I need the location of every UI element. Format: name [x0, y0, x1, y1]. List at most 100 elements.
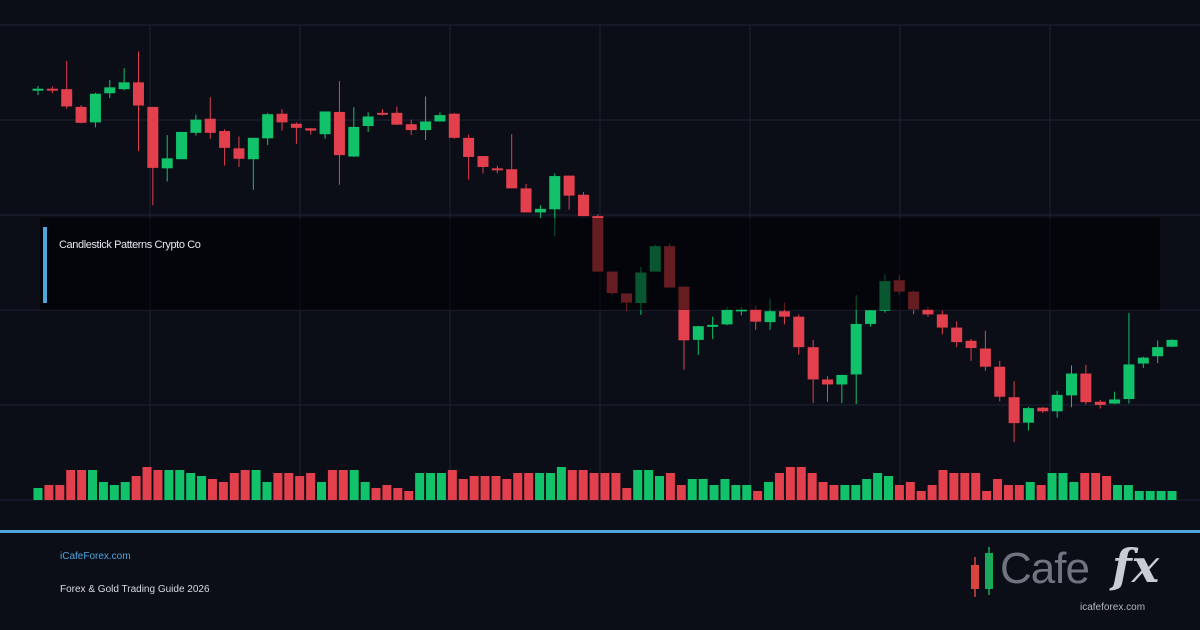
candle-body: [549, 176, 561, 210]
volume-bar: [578, 470, 588, 500]
candle-body: [463, 137, 475, 157]
volume-bar: [197, 476, 207, 500]
volume-bar: [1014, 485, 1024, 500]
candle-body: [563, 175, 575, 196]
volume-bar: [55, 485, 65, 500]
volume-bar: [622, 488, 632, 500]
candle-body: [420, 121, 432, 131]
brand-logo: Cafe fx icafeforex.com: [962, 543, 1172, 613]
volume-bar: [109, 485, 119, 500]
candle-body: [434, 115, 446, 122]
candle-body: [678, 286, 690, 341]
volume-bar: [840, 485, 850, 500]
volume-bar: [589, 473, 599, 500]
volume-bar: [306, 473, 316, 500]
candle-body: [936, 314, 948, 328]
candle-body: [821, 379, 833, 385]
volume-bar: [1069, 482, 1079, 500]
candle-body: [577, 194, 589, 217]
volume-bar: [709, 485, 719, 500]
volume-bar: [742, 485, 752, 500]
candle-body: [491, 168, 503, 171]
candle-body: [764, 311, 776, 323]
volume-bar: [960, 473, 970, 500]
candle-body: [1166, 339, 1178, 347]
candle-body: [219, 131, 231, 148]
site-link[interactable]: iCafeForex.com: [60, 551, 131, 562]
volume-bar: [382, 485, 392, 500]
volume-bar: [1156, 491, 1166, 500]
title-overlay: Candlestick Patterns Crypto Co: [40, 218, 1160, 310]
volume-bar: [458, 479, 468, 500]
volume-bar: [1112, 485, 1122, 500]
candle-body: [362, 116, 374, 127]
volume-bar: [393, 488, 403, 500]
volume-bar: [796, 467, 806, 500]
volume-bars: [33, 467, 1177, 500]
volume-bar: [207, 479, 217, 500]
candle-body: [965, 340, 977, 349]
volume-bar: [873, 473, 883, 500]
volume-bar: [971, 473, 981, 500]
candle-body: [951, 327, 963, 343]
title-accent-bar: [43, 227, 47, 303]
candle-body: [147, 106, 159, 168]
volume-bar: [338, 470, 348, 500]
candle-body: [276, 113, 288, 123]
volume-bar: [774, 473, 784, 500]
volume-bar: [491, 476, 501, 500]
volume-bar: [535, 473, 545, 500]
candle-body: [61, 89, 73, 107]
candle-body: [262, 114, 274, 139]
candle-body: [233, 148, 245, 159]
candle-body: [1022, 408, 1034, 423]
volume-bar: [949, 473, 959, 500]
candle-body: [1123, 364, 1135, 400]
volume-bar: [720, 479, 730, 500]
volume-bar: [295, 476, 305, 500]
volume-bar: [1036, 485, 1046, 500]
candle-body: [75, 106, 87, 123]
candle-body: [333, 111, 345, 156]
candle-body: [1066, 373, 1078, 396]
volume-bar: [818, 482, 828, 500]
volume-bar: [676, 485, 686, 500]
volume-bar: [698, 479, 708, 500]
candle-body: [319, 111, 331, 135]
logo-domain: icafeforex.com: [1080, 602, 1146, 613]
volume-bar: [1145, 491, 1155, 500]
volume-bar: [360, 482, 370, 500]
volume-bar: [436, 473, 446, 500]
volume-bar: [633, 470, 643, 500]
volume-bar: [1167, 491, 1177, 500]
candle-body: [176, 131, 188, 160]
volume-bar: [1080, 473, 1090, 500]
volume-bar: [229, 473, 239, 500]
candle-body: [979, 348, 991, 367]
candle-body: [994, 366, 1006, 397]
volume-bar: [317, 482, 326, 500]
candle-body: [132, 82, 144, 106]
volume-bar: [894, 485, 904, 500]
candle-body: [32, 88, 44, 91]
volume-bar: [993, 479, 1003, 500]
volume-bar: [655, 476, 665, 500]
candle-body: [89, 93, 101, 123]
volume-bar: [545, 473, 555, 500]
volume-bar: [1047, 473, 1057, 500]
volume-bar: [98, 482, 108, 500]
volume-bar: [1091, 473, 1101, 500]
candle-body: [377, 112, 389, 115]
volume-bar: [262, 482, 272, 500]
volume-bar: [665, 473, 675, 500]
volume-bar: [938, 470, 948, 500]
volume-bar: [524, 473, 534, 500]
volume-bar: [273, 473, 283, 500]
volume-bar: [1134, 491, 1144, 500]
footer-divider: [0, 530, 1200, 533]
volume-bar: [415, 473, 425, 500]
volume-bar: [502, 479, 512, 500]
candle-body: [405, 124, 417, 131]
volume-bar: [731, 485, 741, 500]
volume-bar: [851, 485, 861, 500]
